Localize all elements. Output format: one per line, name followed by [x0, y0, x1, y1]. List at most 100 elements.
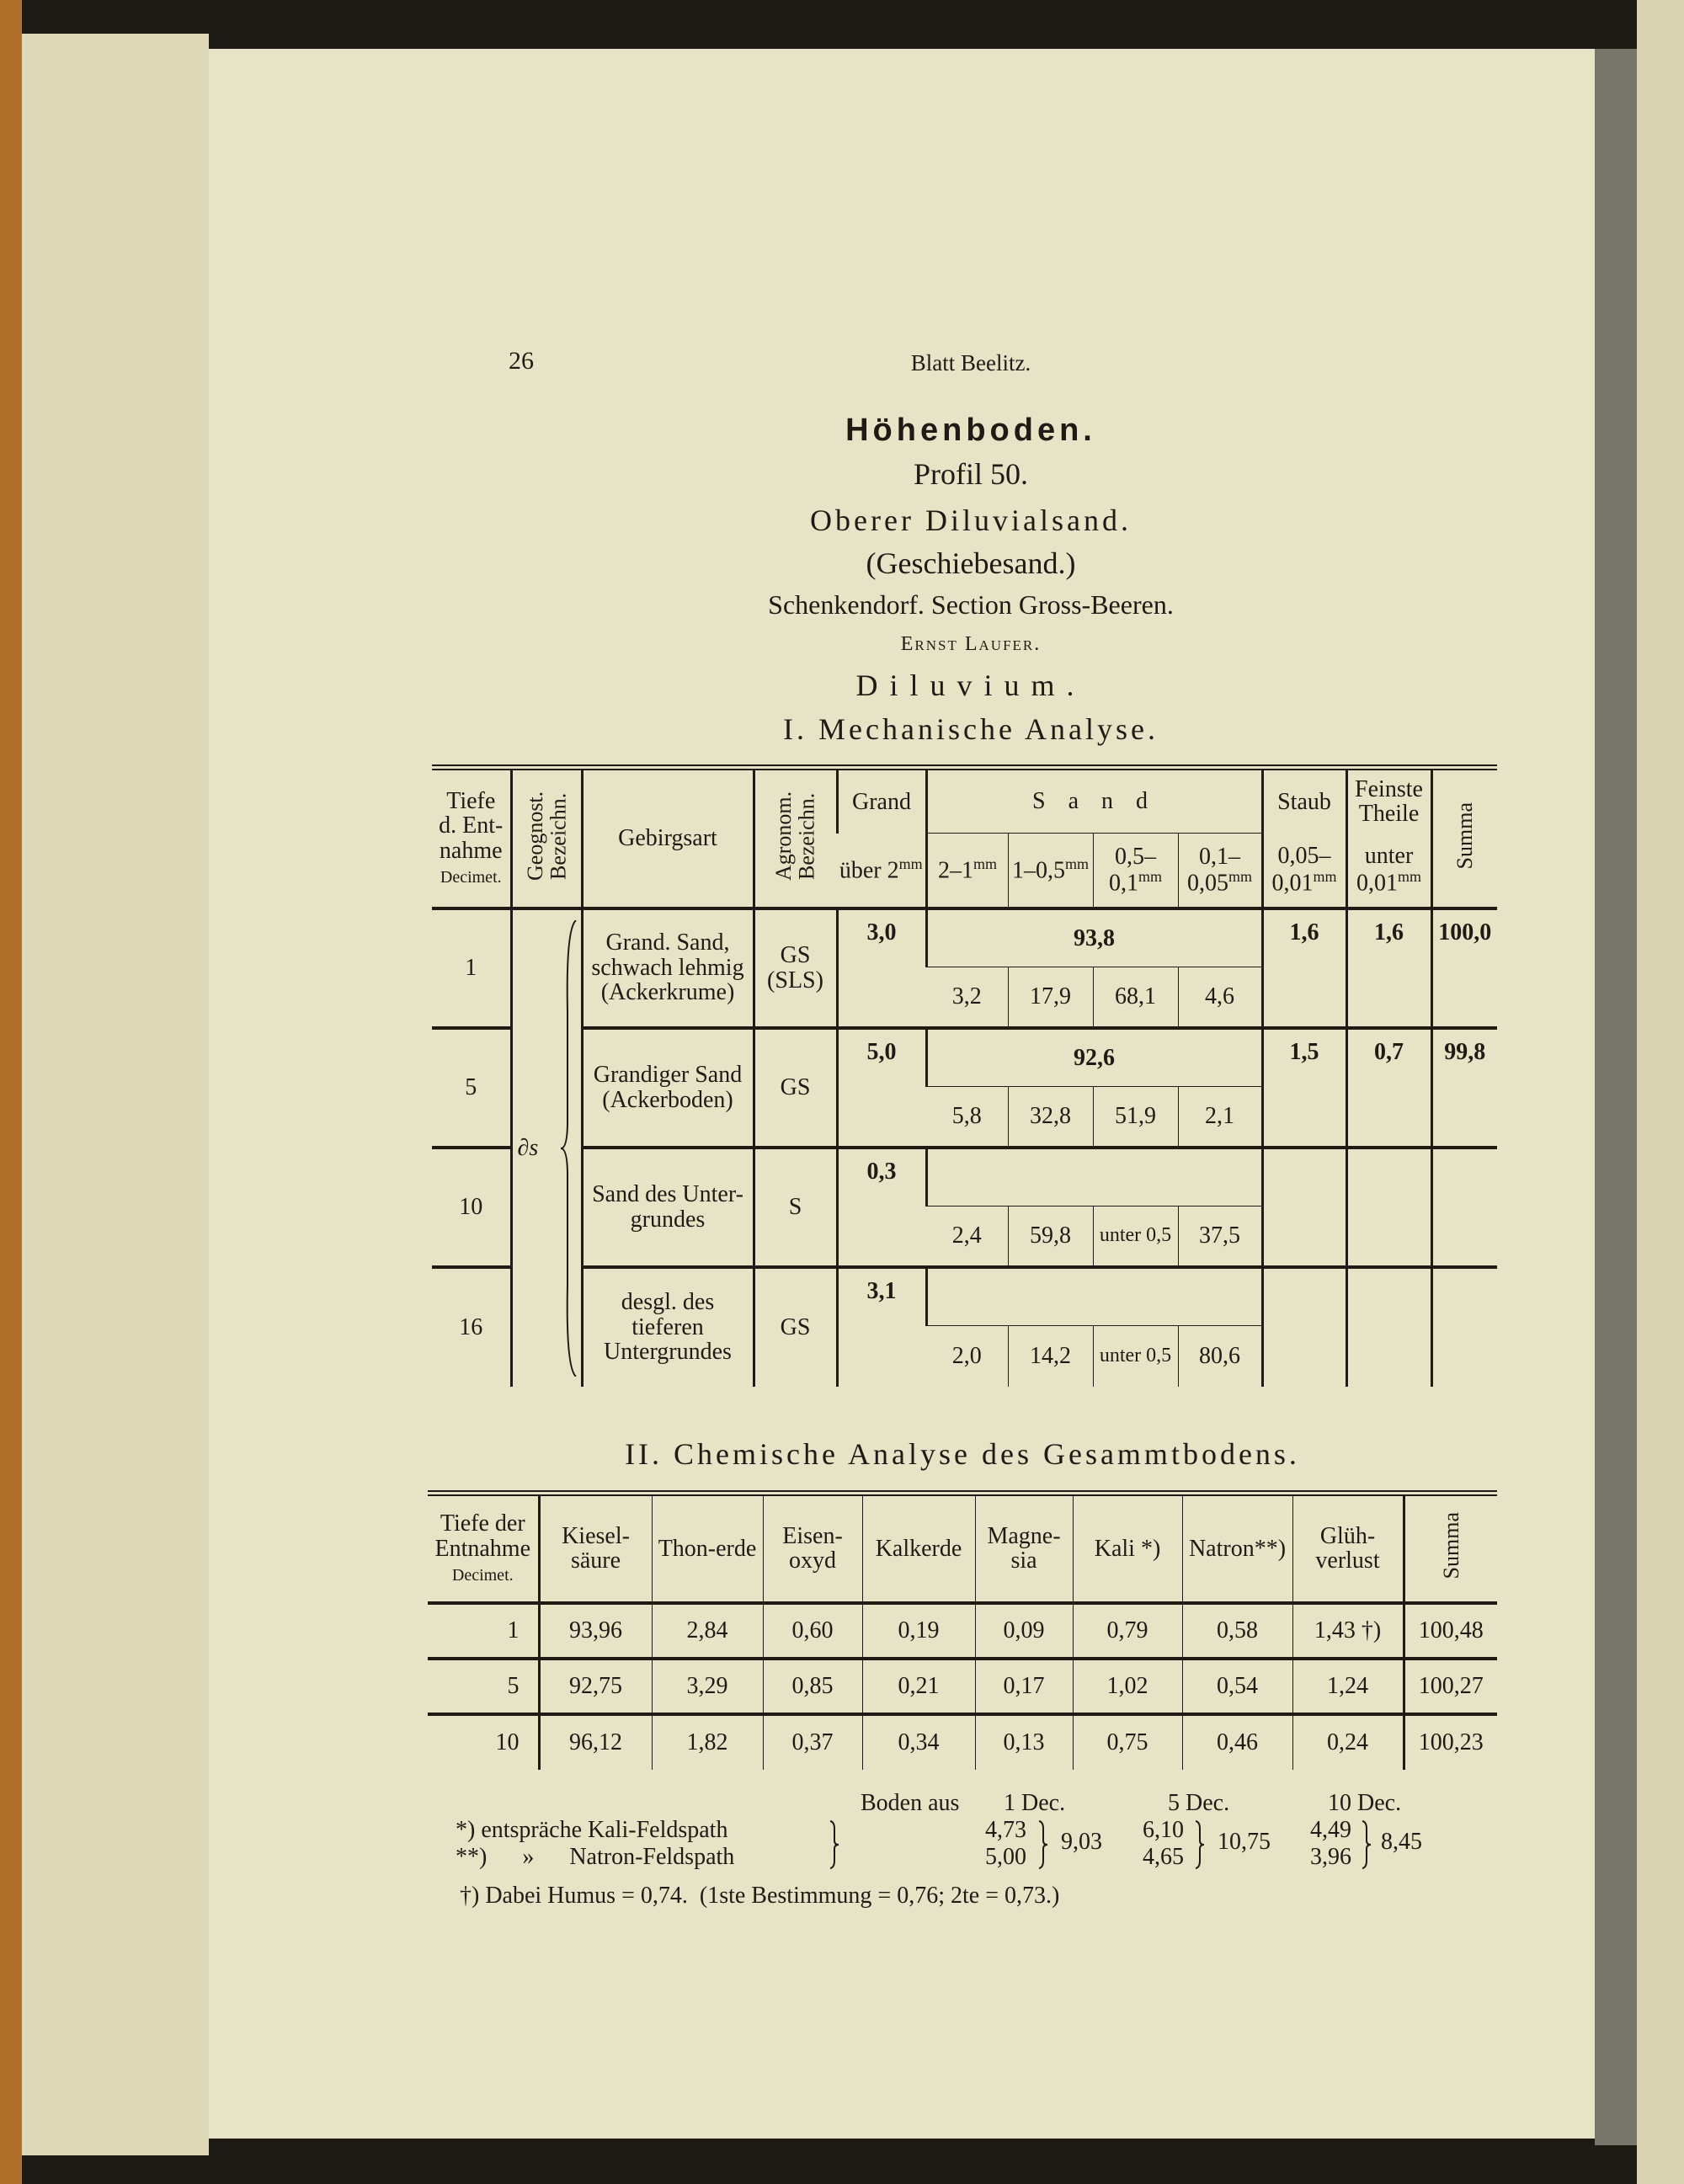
header-geognost: Geognost. Bezeichn.: [509, 767, 582, 910]
subtitle: (Geschiebesand.): [866, 546, 1076, 580]
footnote-col-2: 5 Dec.: [1168, 1790, 1230, 1816]
kali-10: 4,49: [1310, 1817, 1351, 1843]
sand-fraction-cell: 14,2: [1007, 1325, 1093, 1387]
brace-icon: [1195, 1820, 1205, 1869]
period-title: Diluvium.: [855, 669, 1086, 702]
section-title-chemical: II. Chemische Analyse des Gesammtbodens.: [625, 1437, 1300, 1471]
sand-fraction-row: 3,2 17,9 68,1 4,6: [432, 967, 1497, 1028]
table-cell: 0,24: [1292, 1713, 1404, 1770]
agronom-cell: GS (SLS): [752, 908, 837, 1028]
header-sand-1: 2–1mm: [925, 833, 1008, 910]
table-row: 1 93,96 2,84 0,60 0,19 0,09 0,79 0,58 1,43 †) 100…: [428, 1602, 1497, 1660]
column-header: Tiefe der Entnahme Decimet.: [428, 1493, 539, 1605]
grand-cell: 3,1: [835, 1265, 926, 1387]
table-cell: 0,09: [974, 1602, 1073, 1660]
depth-cell: 16: [432, 1265, 511, 1387]
agronom-cell: GS: [752, 1025, 837, 1148]
table-cell: 0,34: [861, 1713, 975, 1770]
header-rock: Gebirgsart: [580, 767, 754, 910]
column-header: Summa: [1402, 1493, 1497, 1605]
sand-fraction-cell: 3,2: [951, 983, 982, 1010]
table-cell: 1: [428, 1602, 539, 1660]
sand-fraction-cell: 80,6: [1177, 1325, 1262, 1387]
sand-fraction-cell: 68,1: [1092, 967, 1178, 1028]
column-header: Magne-sia: [974, 1493, 1073, 1605]
summa-cell: 100,0: [1430, 908, 1497, 1028]
table-cell: 3,29: [651, 1658, 763, 1716]
sand-total-cell: 92,6: [925, 1025, 1262, 1087]
brace-icon: [1362, 1820, 1372, 1869]
sand-fraction-cell: unter 0,5: [1092, 1206, 1178, 1267]
natron-5: 4,65: [1143, 1844, 1184, 1870]
summa-cell: [1430, 1265, 1497, 1387]
table-cell: 0,19: [861, 1602, 975, 1660]
rock-cell: Grandiger Sand (Ackerboden): [580, 1025, 754, 1148]
header-sand-3: 0,5–0,1mm: [1092, 833, 1178, 910]
profile-title: Profil 50.: [913, 457, 1029, 491]
table-cell: 96,12: [537, 1713, 652, 1770]
kali-1: 4,73: [985, 1817, 1026, 1843]
sand-fraction-row: 2,0 14,2 unter 0,5 80,6: [432, 1325, 1497, 1387]
header-feinste-sub: unter 0,01mm: [1345, 833, 1431, 910]
formation-title: Oberer Diluvialsand.: [810, 503, 1132, 537]
section-title-mechanical: I. Mechanische Analyse.: [783, 712, 1159, 746]
sand-total-cell: [925, 1145, 1262, 1207]
grand-cell: 3,0: [835, 908, 926, 1028]
book-spine: [0, 0, 22, 2184]
page-number: 26: [509, 347, 534, 375]
table-cell: 100,48: [1402, 1602, 1497, 1660]
table-row: 5 92,75 3,29 0,85 0,21 0,17 1,02 0,54 1,24 100,27: [428, 1658, 1497, 1716]
header-row: Tiefe der Entnahme Decimet. Kiesel-säure Th…: [428, 1493, 1497, 1605]
rock-cell: Grand. Sand, schwach lehmig (Ackerkrume): [580, 908, 754, 1028]
table-cell: 0,85: [762, 1658, 862, 1716]
natron-1: 5,00: [985, 1844, 1026, 1870]
table-cell: 1,43 †): [1292, 1602, 1404, 1660]
feinste-cell: 1,6: [1345, 908, 1431, 1028]
depth-cell: 5: [432, 1025, 511, 1148]
geognost-cell: ∂s: [509, 908, 582, 1387]
table-row: 1 ∂s Grand. Sand, schwach lehmig (Ackerkru…: [432, 908, 1497, 1387]
header-sand-2: 1–0,5mm: [1007, 833, 1093, 910]
table-cell: 0,54: [1181, 1658, 1292, 1716]
sum-10: 8,45: [1381, 1829, 1422, 1855]
sand-total-cell: 93,8: [925, 908, 1262, 967]
footnote-col-3: 10 Dec.: [1328, 1790, 1402, 1816]
summa-cell: 99,8: [1430, 1025, 1497, 1148]
header-grand-sub: über 2mm: [837, 833, 926, 910]
page-shadow: [1595, 49, 1637, 2145]
brace-icon: [829, 1820, 839, 1869]
location: Schenkendorf. Section Gross-Beeren.: [768, 589, 1174, 620]
depth-cell: 1: [465, 954, 477, 981]
geognost-symbol: ∂s: [517, 1134, 539, 1161]
chemical-analysis-table: Tiefe der Entnahme Decimet. Kiesel-säure Th…: [428, 1490, 1497, 1770]
next-page-edge: [1637, 0, 1684, 2184]
brace-icon: [559, 920, 578, 1377]
depth-cell: 10: [432, 1145, 511, 1267]
header-grand: Grand: [835, 767, 926, 834]
table-row: 5 Grandiger Sand (Ackerboden) GS 5,0 92,6 1,5…: [432, 1025, 1497, 1148]
sand-total-cell: [925, 1265, 1262, 1326]
sand-fraction-cell: 4,6: [1177, 967, 1262, 1028]
table-cell: 1,02: [1072, 1658, 1182, 1716]
grand-cell: 5,0: [835, 1025, 926, 1148]
sand-fraction-cell: 5,8: [951, 1103, 982, 1130]
sand-fraction-cell: 2,4: [951, 1223, 982, 1249]
agronom-cell: GS: [752, 1265, 837, 1387]
header-agronom: Agronom. Bezeichn.: [752, 767, 837, 910]
column-header: Glüh-verlust: [1292, 1493, 1404, 1605]
left-page-edge: [22, 34, 209, 2155]
feinste-cell: 0,7: [1345, 1025, 1431, 1148]
column-header: Kali *): [1072, 1493, 1182, 1605]
table-cell: 0,79: [1072, 1602, 1182, 1660]
sand-fraction-cell: 2,0: [951, 1343, 982, 1370]
staub-cell: [1260, 1145, 1346, 1267]
summa-cell: [1430, 1145, 1497, 1267]
footnote-natron-label: **) » Natron-Feldspath: [456, 1844, 735, 1870]
table-row: 10 Sand des Unter-grundes S 0,3: [432, 1145, 1497, 1267]
footnote-kali-label: *) entspräche Kali-Feldspath: [456, 1817, 728, 1843]
staub-cell: [1260, 1265, 1346, 1387]
feinste-cell: [1345, 1265, 1431, 1387]
staub-cell: 1,5: [1260, 1025, 1346, 1148]
sand-fraction-cell: 17,9: [1007, 967, 1093, 1028]
sum-5: 10,75: [1218, 1829, 1271, 1855]
